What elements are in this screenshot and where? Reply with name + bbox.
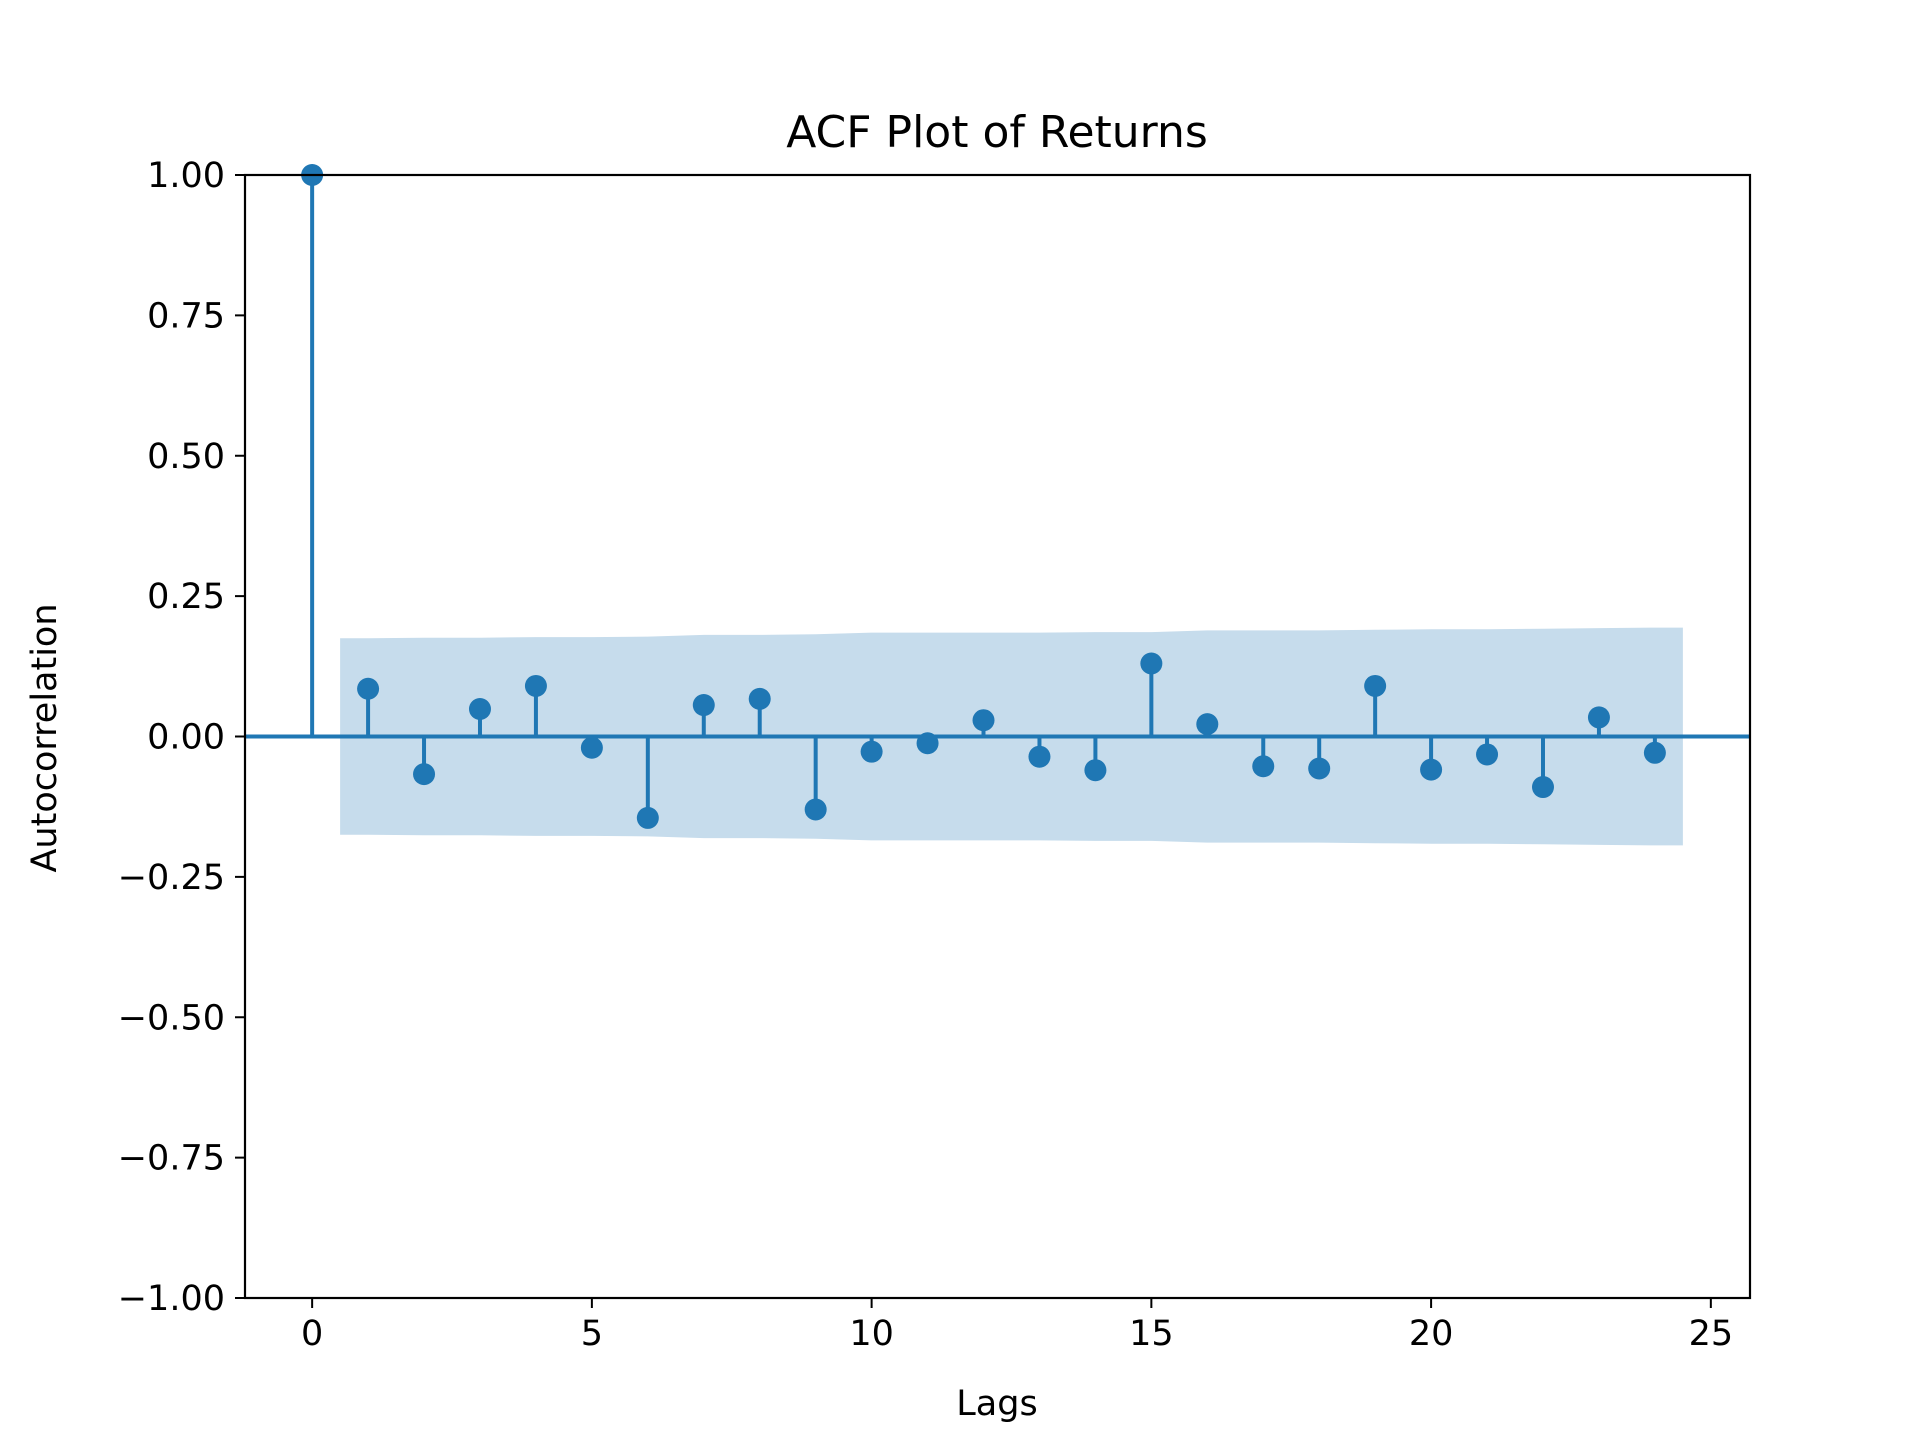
stem-marker	[580, 736, 603, 759]
y-tick-label: 1.00	[147, 156, 225, 196]
stem-marker	[860, 740, 883, 763]
stem-marker	[1587, 706, 1610, 729]
stem-marker	[524, 674, 547, 697]
y-tick-label: −0.50	[118, 998, 225, 1038]
stem-marker	[468, 697, 491, 720]
x-tick-label: 15	[1129, 1314, 1174, 1354]
stem-marker	[692, 694, 715, 717]
stem-marker	[916, 732, 939, 755]
x-tick-label: 5	[581, 1314, 603, 1354]
stem-marker	[357, 677, 380, 700]
x-axis-label: Lags	[956, 1384, 1037, 1424]
y-axis-label: Autocorrelation	[25, 603, 65, 872]
stem-marker	[636, 806, 659, 829]
stem-marker	[1084, 759, 1107, 782]
stem-marker	[1531, 776, 1554, 799]
stem-marker	[1643, 741, 1666, 764]
chart-title: ACF Plot of Returns	[786, 107, 1208, 158]
stem-marker	[1364, 674, 1387, 697]
y-tick-label: −0.25	[118, 858, 225, 898]
y-tick-label: 0.50	[147, 437, 225, 477]
y-tick-label: 0.75	[147, 296, 225, 336]
stem-marker	[1196, 713, 1219, 736]
stem-marker	[1308, 757, 1331, 780]
x-tick-label: 25	[1689, 1314, 1734, 1354]
stem-marker	[1252, 755, 1275, 778]
stem-marker	[1420, 758, 1443, 781]
x-tick-label: 20	[1409, 1314, 1454, 1354]
y-tick-label: 0.00	[147, 718, 225, 758]
x-tick-label: 10	[849, 1314, 894, 1354]
stem-marker	[1476, 743, 1499, 766]
stem-marker	[748, 687, 771, 710]
x-tick-label: 0	[301, 1314, 323, 1354]
tick-layer: 0 5 10 15 20 25 1.00 0.75 0.50 0.25 0.00 −0.25 −0.50…	[118, 156, 1733, 1354]
stem-marker	[804, 798, 827, 821]
stem-marker	[1028, 745, 1051, 768]
stem-marker	[972, 709, 995, 732]
y-tick-label: −1.00	[118, 1279, 225, 1319]
y-tick-label: −0.75	[118, 1139, 225, 1179]
stem-marker	[1140, 652, 1163, 675]
stem-layer	[301, 164, 1666, 829]
stem-marker	[413, 763, 436, 786]
y-tick-label: 0.25	[147, 577, 225, 617]
